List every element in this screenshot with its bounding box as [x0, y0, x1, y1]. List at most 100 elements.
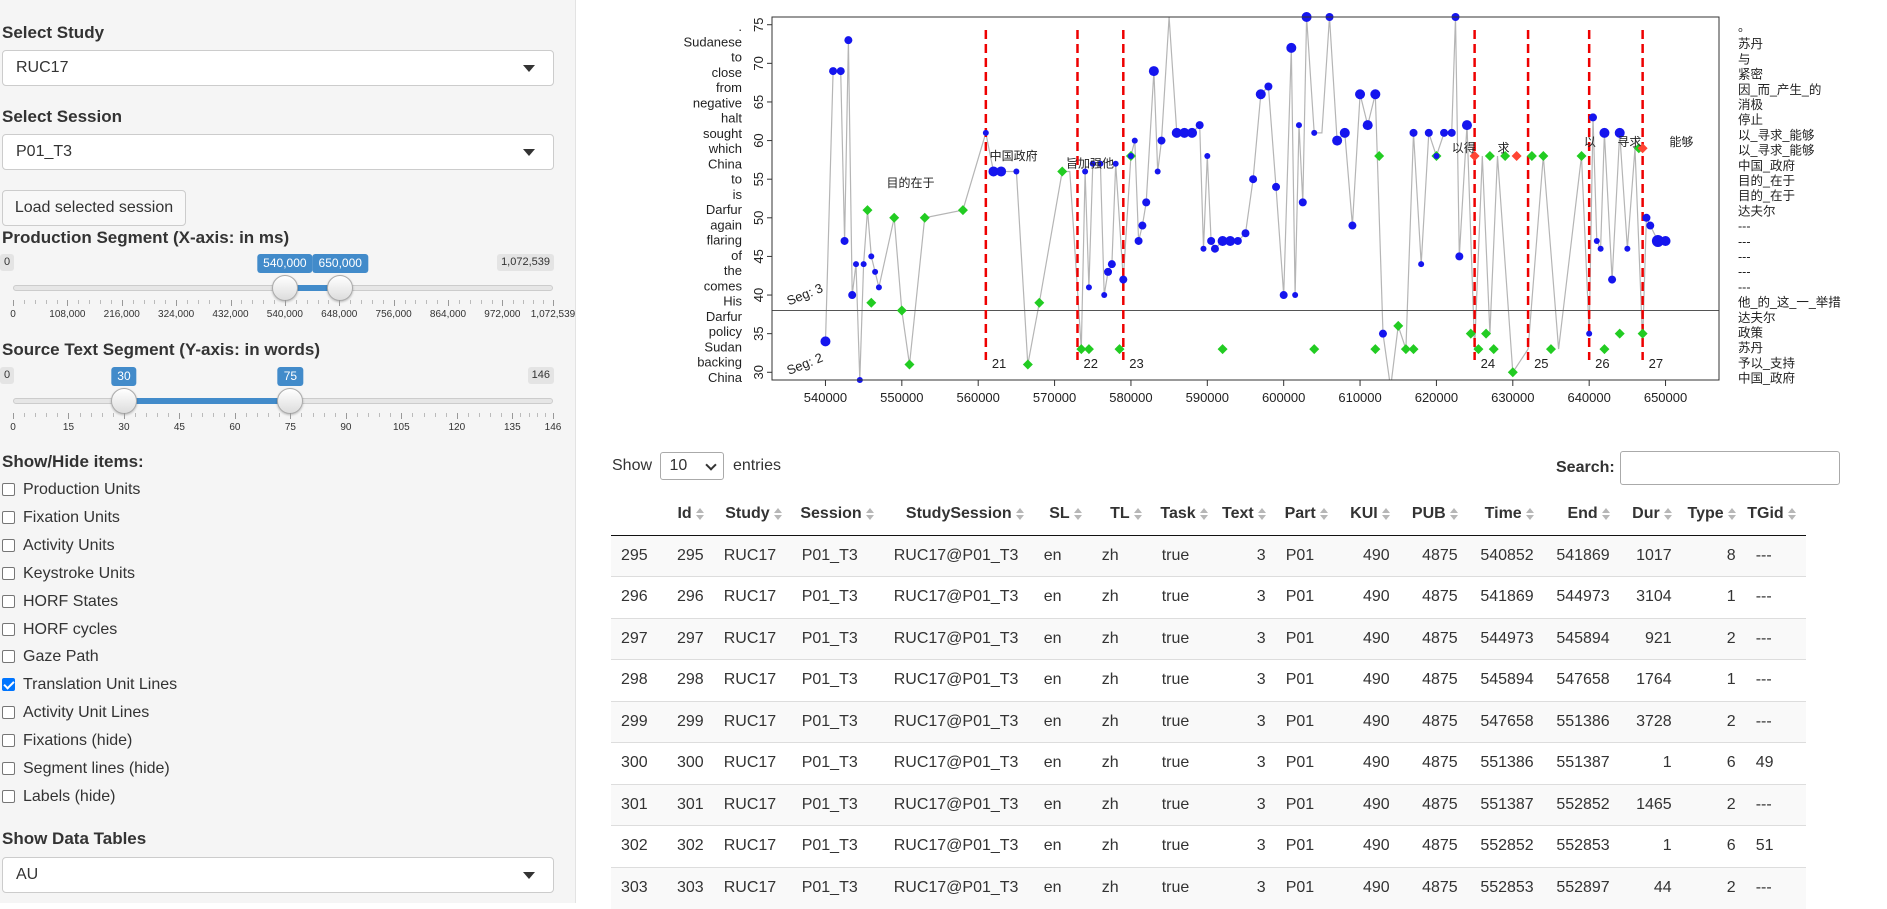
column-header-text[interactable]: Text: [1217, 493, 1276, 536]
table-row[interactable]: 296 296 RUC17 P01_T3 RUC17@P01_T3 en zh true 3 P0…: [611, 576, 1806, 618]
slider-low-handle[interactable]: [110, 388, 137, 414]
fixation-marker-blue: [836, 67, 845, 76]
plot-frame: [771, 16, 1720, 381]
checkbox-box[interactable]: [2, 594, 15, 608]
fixation-marker-blue: [1179, 127, 1190, 138]
table-cell: 541869: [1467, 576, 1544, 618]
slider-high-handle[interactable]: [277, 388, 304, 414]
column-header-end[interactable]: End: [1543, 493, 1620, 536]
table-cell: RUC17@P01_T3: [883, 742, 1034, 784]
table-cell: zh: [1091, 742, 1152, 784]
fixation-marker-blue: [1187, 127, 1198, 138]
column-header-tgid[interactable]: TGid: [1745, 493, 1806, 536]
load-session-button[interactable]: Load selected session: [2, 190, 186, 226]
table-row[interactable]: 295 295 RUC17 P01_T3 RUC17@P01_T3 en zh true 3 P0…: [611, 534, 1806, 577]
table-cell: 552853: [1467, 866, 1544, 909]
checkbox-keystroke-units[interactable]: Keystroke Units: [2, 564, 135, 584]
checkbox-box[interactable]: [2, 483, 15, 496]
checkbox-gaze-path[interactable]: Gaze Path: [2, 647, 99, 667]
checkbox-activity-units[interactable]: Activity Units: [2, 536, 115, 556]
slider-high-handle[interactable]: [327, 275, 354, 301]
table-row[interactable]: 301 301 RUC17 P01_T3 RUC17@P01_T3 en zh true 3 P0…: [611, 783, 1806, 826]
source-word-label: close: [712, 65, 742, 80]
data-table-select[interactable]: AU: [2, 857, 554, 893]
production-segment-label: Production Segment (X-axis: in ms): [2, 228, 290, 247]
table-cell: RUC17: [713, 742, 792, 784]
search-input[interactable]: [1620, 451, 1840, 485]
sort-icon: [1257, 507, 1266, 520]
checkbox-box[interactable]: [2, 762, 15, 775]
checkbox-segment-lines-hide[interactable]: Segment lines (hide): [2, 759, 170, 779]
table-cell: zh: [1091, 534, 1152, 577]
production-segment-slider[interactable]: 0 1,072,539 540,000 650,000 0 108,000 216,…: [0, 254, 575, 334]
checkbox-fixations-hide[interactable]: Fixations (hide): [2, 731, 132, 751]
table-row[interactable]: 297 297 RUC17 P01_T3 RUC17@P01_T3 en zh true 3 P0…: [611, 617, 1806, 660]
fixation-marker-blue: [1101, 292, 1108, 299]
checkbox-box[interactable]: [2, 510, 15, 524]
table-cell: true: [1151, 742, 1218, 784]
table-row[interactable]: 298 298 RUC17 P01_T3 RUC17@P01_T3 en zh true 3 P0…: [611, 659, 1806, 701]
slider-minor-tick: [295, 300, 297, 304]
column-header-dur[interactable]: Dur: [1619, 493, 1682, 536]
column-header-tl[interactable]: TL: [1091, 493, 1152, 536]
table-cell: RUC17@P01_T3: [883, 576, 1034, 618]
table-cell: 297: [667, 617, 714, 660]
study-select[interactable]: RUC17: [2, 50, 554, 86]
column-header-studysession[interactable]: StudySession: [883, 493, 1034, 536]
table-cell: 547658: [1467, 700, 1544, 743]
fixation-marker-green: [1500, 151, 1511, 162]
checkbox-box[interactable]: [2, 566, 15, 580]
checkbox-horf-states[interactable]: HORF States: [2, 592, 118, 612]
checkbox-box[interactable]: [2, 789, 15, 803]
column-header-pub[interactable]: PUB: [1399, 493, 1468, 536]
checkbox-translation-unit-lines[interactable]: Translation Unit Lines: [2, 675, 177, 695]
checkbox-fixation-units[interactable]: Fixation Units: [2, 508, 120, 528]
fixation-marker-green: [1408, 344, 1419, 355]
column-header-study[interactable]: Study: [713, 493, 792, 536]
source-segment-slider[interactable]: 0 146 30 75 0 15 30 45 60 75 90 105 120 135 146: [0, 367, 561, 447]
table-row[interactable]: 300 300 RUC17 P01_T3 RUC17@P01_T3 en zh true 3 P0…: [611, 742, 1806, 784]
checkbox-labels-hide[interactable]: Labels (hide): [2, 787, 116, 807]
study-label: Select Study: [2, 23, 105, 42]
column-header-id[interactable]: Id: [667, 493, 714, 536]
column-header-session[interactable]: Session: [791, 493, 884, 536]
slider-low-handle[interactable]: [271, 275, 298, 301]
checkbox-box[interactable]: [2, 706, 15, 720]
checkbox-production-units[interactable]: Production Units: [2, 480, 140, 500]
checkbox-horf-cycles[interactable]: HORF cycles: [2, 620, 117, 640]
slider-tick-label: 135: [503, 422, 521, 433]
checkbox-label: Segment lines (hide): [23, 760, 170, 777]
table-row[interactable]: 302 302 RUC17 P01_T3 RUC17@P01_T3 en zh true 3 P0…: [611, 825, 1806, 867]
fixation-marker-green: [1488, 344, 1499, 355]
slider-minor-tick: [312, 413, 314, 417]
checkbox-box[interactable]: [2, 734, 15, 748]
checkbox-activity-unit-lines[interactable]: Activity Unit Lines: [2, 703, 149, 723]
column-header-task[interactable]: Task: [1151, 493, 1218, 536]
table-row[interactable]: 303 303 RUC17 P01_T3 RUC17@P01_T3 en zh true 3 P0…: [611, 866, 1806, 909]
table-row[interactable]: 299 299 RUC17 P01_T3 RUC17@P01_T3 en zh true 3 P0…: [611, 700, 1806, 743]
fixation-marker-blue: [1200, 245, 1207, 252]
column-header-time[interactable]: Time: [1467, 493, 1544, 536]
session-select[interactable]: P01_T3: [2, 134, 554, 170]
column-header-label: TGid: [1747, 504, 1784, 522]
column-header-type[interactable]: Type: [1681, 493, 1746, 536]
column-header-part[interactable]: Part: [1275, 493, 1338, 536]
column-header-kui[interactable]: KUI: [1337, 493, 1400, 536]
checkbox-box[interactable]: [2, 538, 15, 552]
checkbox-box[interactable]: [2, 622, 15, 636]
y-axis-tick-label: 55: [751, 172, 766, 186]
target-word-label: 停止: [1738, 112, 1763, 127]
slider-minor-tick: [190, 413, 192, 417]
fixation-marker-blue: [1131, 137, 1138, 144]
table-cell: RUC17: [713, 783, 792, 826]
checkbox-box[interactable]: [2, 650, 15, 664]
column-header-sl[interactable]: SL: [1033, 493, 1092, 536]
table-cell: 3728: [1619, 700, 1682, 743]
fixation-marker-green: [1614, 328, 1625, 339]
checkbox-box[interactable]: [2, 678, 15, 692]
slider-minor-tick: [390, 413, 392, 417]
entries-length-select[interactable]: 10: [660, 452, 725, 480]
chevron-down-icon: [705, 459, 718, 471]
translation-unit-label: 22: [1083, 356, 1097, 371]
fixation-marker-blue: [1378, 329, 1387, 338]
